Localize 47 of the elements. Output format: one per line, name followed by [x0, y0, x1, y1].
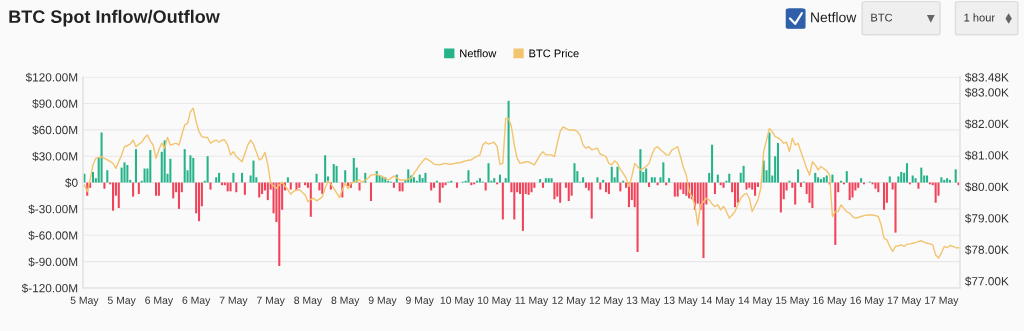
y2-tick-label: $83.48K [964, 72, 1009, 83]
x-tick-label: 17 May [887, 296, 922, 307]
x-tick-label: 7 May [219, 296, 248, 307]
x-tick-label: 6 May [182, 296, 211, 307]
y2-tick-label: $83.00K [964, 87, 1009, 98]
x-tick-label: 16 May [850, 296, 884, 307]
legend-label: Netflow [460, 49, 497, 58]
y-tick-label: $-120.00M [21, 283, 78, 294]
x-tick-label: 14 May [738, 296, 773, 307]
y2-tick-label: $78.00K [964, 245, 1009, 255]
chart-title: BTC Spot Inflow/Outflow [9, 9, 220, 27]
y-tick-label: $-30.00M [28, 204, 78, 214]
y-tick-label: $90.00M [32, 99, 78, 109]
x-tick-label: 7 May [257, 296, 285, 307]
x-tick-label: 9 May [406, 296, 434, 307]
y2-tick-label: $80.00K [964, 182, 1009, 192]
y-tick-label: $120.00M [25, 72, 78, 83]
x-tick-label: 15 May [776, 296, 810, 307]
x-tick-label: 6 May [145, 296, 174, 307]
y2-tick-label: $81.00K [964, 150, 1009, 161]
x-tick-label: 5 May [107, 296, 136, 307]
y2-tick-label: $77.00K [964, 276, 1009, 287]
x-tick-label: 11 May [515, 296, 549, 307]
x-tick-label: 14 May [701, 296, 735, 307]
y-tick-label: $60.00M [32, 125, 78, 135]
x-tick-label: 10 May [440, 296, 475, 307]
y-tick-label: $0 [65, 178, 78, 188]
x-tick-label: 5 May [70, 296, 99, 307]
x-tick-label: 13 May [627, 296, 661, 307]
x-tick-label: 8 May [331, 296, 360, 307]
x-tick-label: 10 May [477, 296, 512, 307]
x-tick-label: 17 May [925, 296, 959, 307]
x-tick-label: 8 May [294, 296, 323, 307]
x-tick-label: 13 May [664, 296, 698, 307]
y-tick-label: $-90.00M [28, 257, 78, 267]
y-tick-label: $-60.00M [28, 230, 78, 241]
y2-tick-label: $79.00K [964, 213, 1009, 224]
x-tick-label: 12 May [552, 296, 586, 307]
x-tick-label: 16 May [813, 296, 847, 307]
legend-label: BTC Price [529, 49, 579, 58]
x-tick-label: 9 May [368, 296, 397, 307]
y-tick-label: $30.00M [32, 151, 78, 162]
text: BTC [871, 13, 893, 22]
y2-tick-label: $82.00K [964, 119, 1009, 129]
text: 1 hour [964, 13, 995, 22]
text: Netflow [811, 12, 857, 23]
x-tick-label: 12 May [589, 296, 624, 307]
